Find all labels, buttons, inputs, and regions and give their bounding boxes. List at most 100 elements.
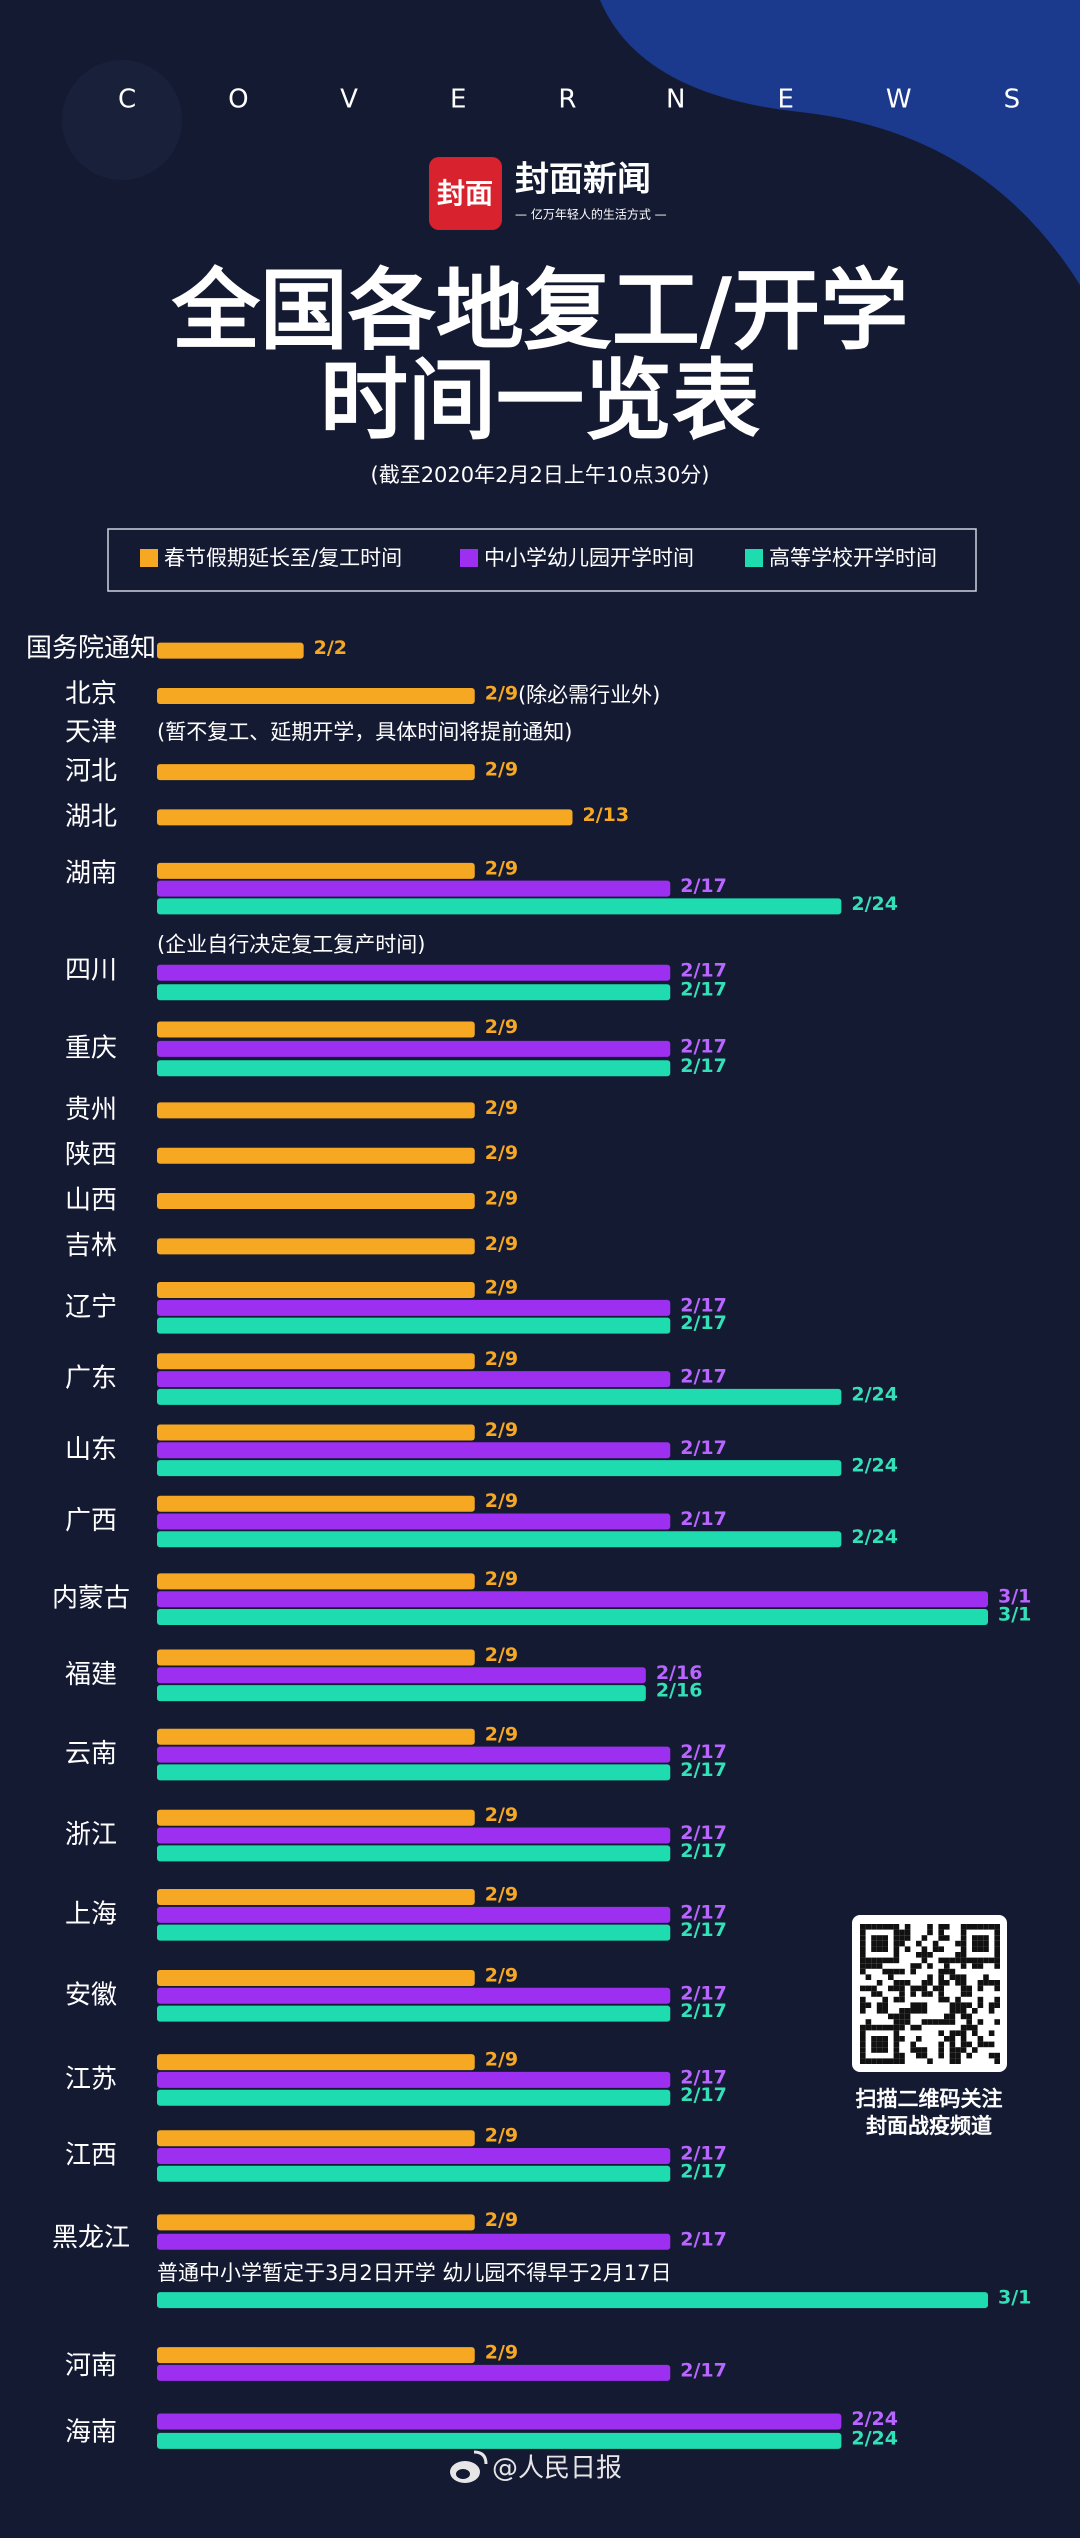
value-label: 2/9: [485, 1804, 518, 1826]
qr-module: [955, 1940, 961, 1947]
value-label: 2/9: [485, 1419, 518, 1441]
qr-module: [871, 1991, 877, 1997]
weibo-icon: [450, 2450, 488, 2483]
qr-module: [960, 1980, 967, 1986]
qr-module: [944, 1957, 950, 1964]
bar: [157, 2005, 671, 2022]
qr-module: [876, 1963, 883, 1969]
bar: [157, 1827, 671, 1844]
qr-module: [932, 1946, 939, 1952]
bar: [157, 2071, 671, 2088]
qr-module: [921, 2019, 928, 2025]
qr-module: [899, 1996, 905, 2003]
bar: [157, 2148, 671, 2165]
category-label: 陕西: [65, 1140, 117, 1170]
qr-module: [960, 2013, 967, 2020]
value-label: 2/9: [485, 1490, 518, 1512]
qr-module: [983, 1957, 989, 1964]
qr-module: [893, 1946, 900, 1952]
qr-module: [960, 2041, 967, 2048]
qr-module: [977, 1980, 984, 1986]
category-label: 贵州: [65, 1095, 117, 1125]
bar: [157, 880, 671, 897]
qr-module: [949, 2019, 956, 2025]
qr-module: [972, 2030, 978, 2036]
qr-module: [921, 1946, 928, 1952]
qr-module: [994, 1940, 1000, 1947]
qr-module: [988, 2030, 995, 2036]
qr-module: [938, 1996, 944, 2003]
qr-module: [876, 1946, 883, 1952]
bar: [157, 1060, 671, 1077]
value-label: 2/24: [851, 2408, 898, 2430]
qr-module: [938, 1946, 944, 1952]
qr-module: [888, 1968, 894, 1975]
value-label: 2/9: [485, 1644, 518, 1666]
qr-module: [860, 1963, 866, 1969]
qr-module: [882, 2041, 888, 2048]
qr-module: [994, 2002, 1000, 2008]
category-label: 安徽: [65, 1980, 117, 2010]
qr-module: [949, 2013, 956, 2020]
qr-module: [944, 1980, 950, 1986]
value-label: 2/9: [485, 1188, 518, 1210]
qr-module: [994, 1963, 1000, 1969]
qr-module: [960, 1991, 967, 1997]
qr-module: [994, 1985, 1000, 1992]
qr-module: [955, 1952, 961, 1958]
qr-module: [882, 2002, 888, 2008]
bar: [157, 1102, 475, 1119]
qr-module: [860, 1929, 866, 1936]
qr-module: [865, 1957, 872, 1964]
bar: [157, 2347, 475, 2364]
qr-module: [910, 2008, 916, 2014]
category-label: 辽宁: [65, 1292, 117, 1322]
value-label: 2/9: [485, 1348, 518, 1370]
bar: [157, 1764, 671, 1781]
qr-module: [921, 2002, 928, 2008]
qr-module: [983, 1935, 989, 1941]
bar: [157, 1460, 842, 1477]
qr-module: [888, 1985, 894, 1992]
qr-module: [904, 1929, 911, 1936]
value-label: 2/17: [680, 1901, 727, 1923]
value-label: 2/9: [485, 1277, 518, 1299]
qr-module: [994, 2019, 1000, 2025]
qr-module: [949, 2052, 956, 2059]
qr-module: [860, 2030, 866, 2036]
qr-module: [960, 2036, 967, 2042]
qr-module: [988, 1980, 995, 1986]
legend-swatch: [140, 549, 158, 567]
category-label: 山东: [65, 1435, 117, 1465]
qr-module: [972, 1924, 978, 1930]
qr-module: [966, 2002, 972, 2008]
qr-module: [860, 1952, 866, 1958]
legend-label: 春节假期延长至/复工时间: [164, 546, 402, 570]
logo-name: 封面新闻: [515, 160, 651, 200]
qr-caption: 封面战疫频道: [866, 2114, 992, 2138]
bar: [157, 1317, 671, 1334]
qr-module: [893, 1940, 900, 1947]
qr-module: [955, 2058, 961, 2064]
qr-module: [888, 1924, 894, 1930]
qr-module: [876, 1991, 883, 1997]
qr-module: [960, 1940, 967, 1947]
bar: [157, 862, 475, 879]
qr-module: [938, 1968, 944, 1975]
qr-module: [910, 2024, 916, 2031]
qr-module: [983, 1980, 989, 1986]
qr-module: [921, 1980, 928, 1986]
qr-module: [955, 2008, 961, 2014]
qr-module: [888, 1957, 894, 1964]
qr-module: [949, 2058, 956, 2064]
bar: [157, 688, 475, 705]
value-label: 2/17: [680, 1437, 727, 1459]
qr-module: [888, 2024, 894, 2031]
qr-module: [916, 2002, 922, 2008]
qr-module: [972, 1935, 978, 1941]
qr-module: [871, 2058, 877, 2064]
qr-module: [994, 1952, 1000, 1958]
bar: [157, 2054, 475, 2071]
qr-module: [966, 2013, 972, 2020]
qr-module: [938, 1974, 944, 1980]
